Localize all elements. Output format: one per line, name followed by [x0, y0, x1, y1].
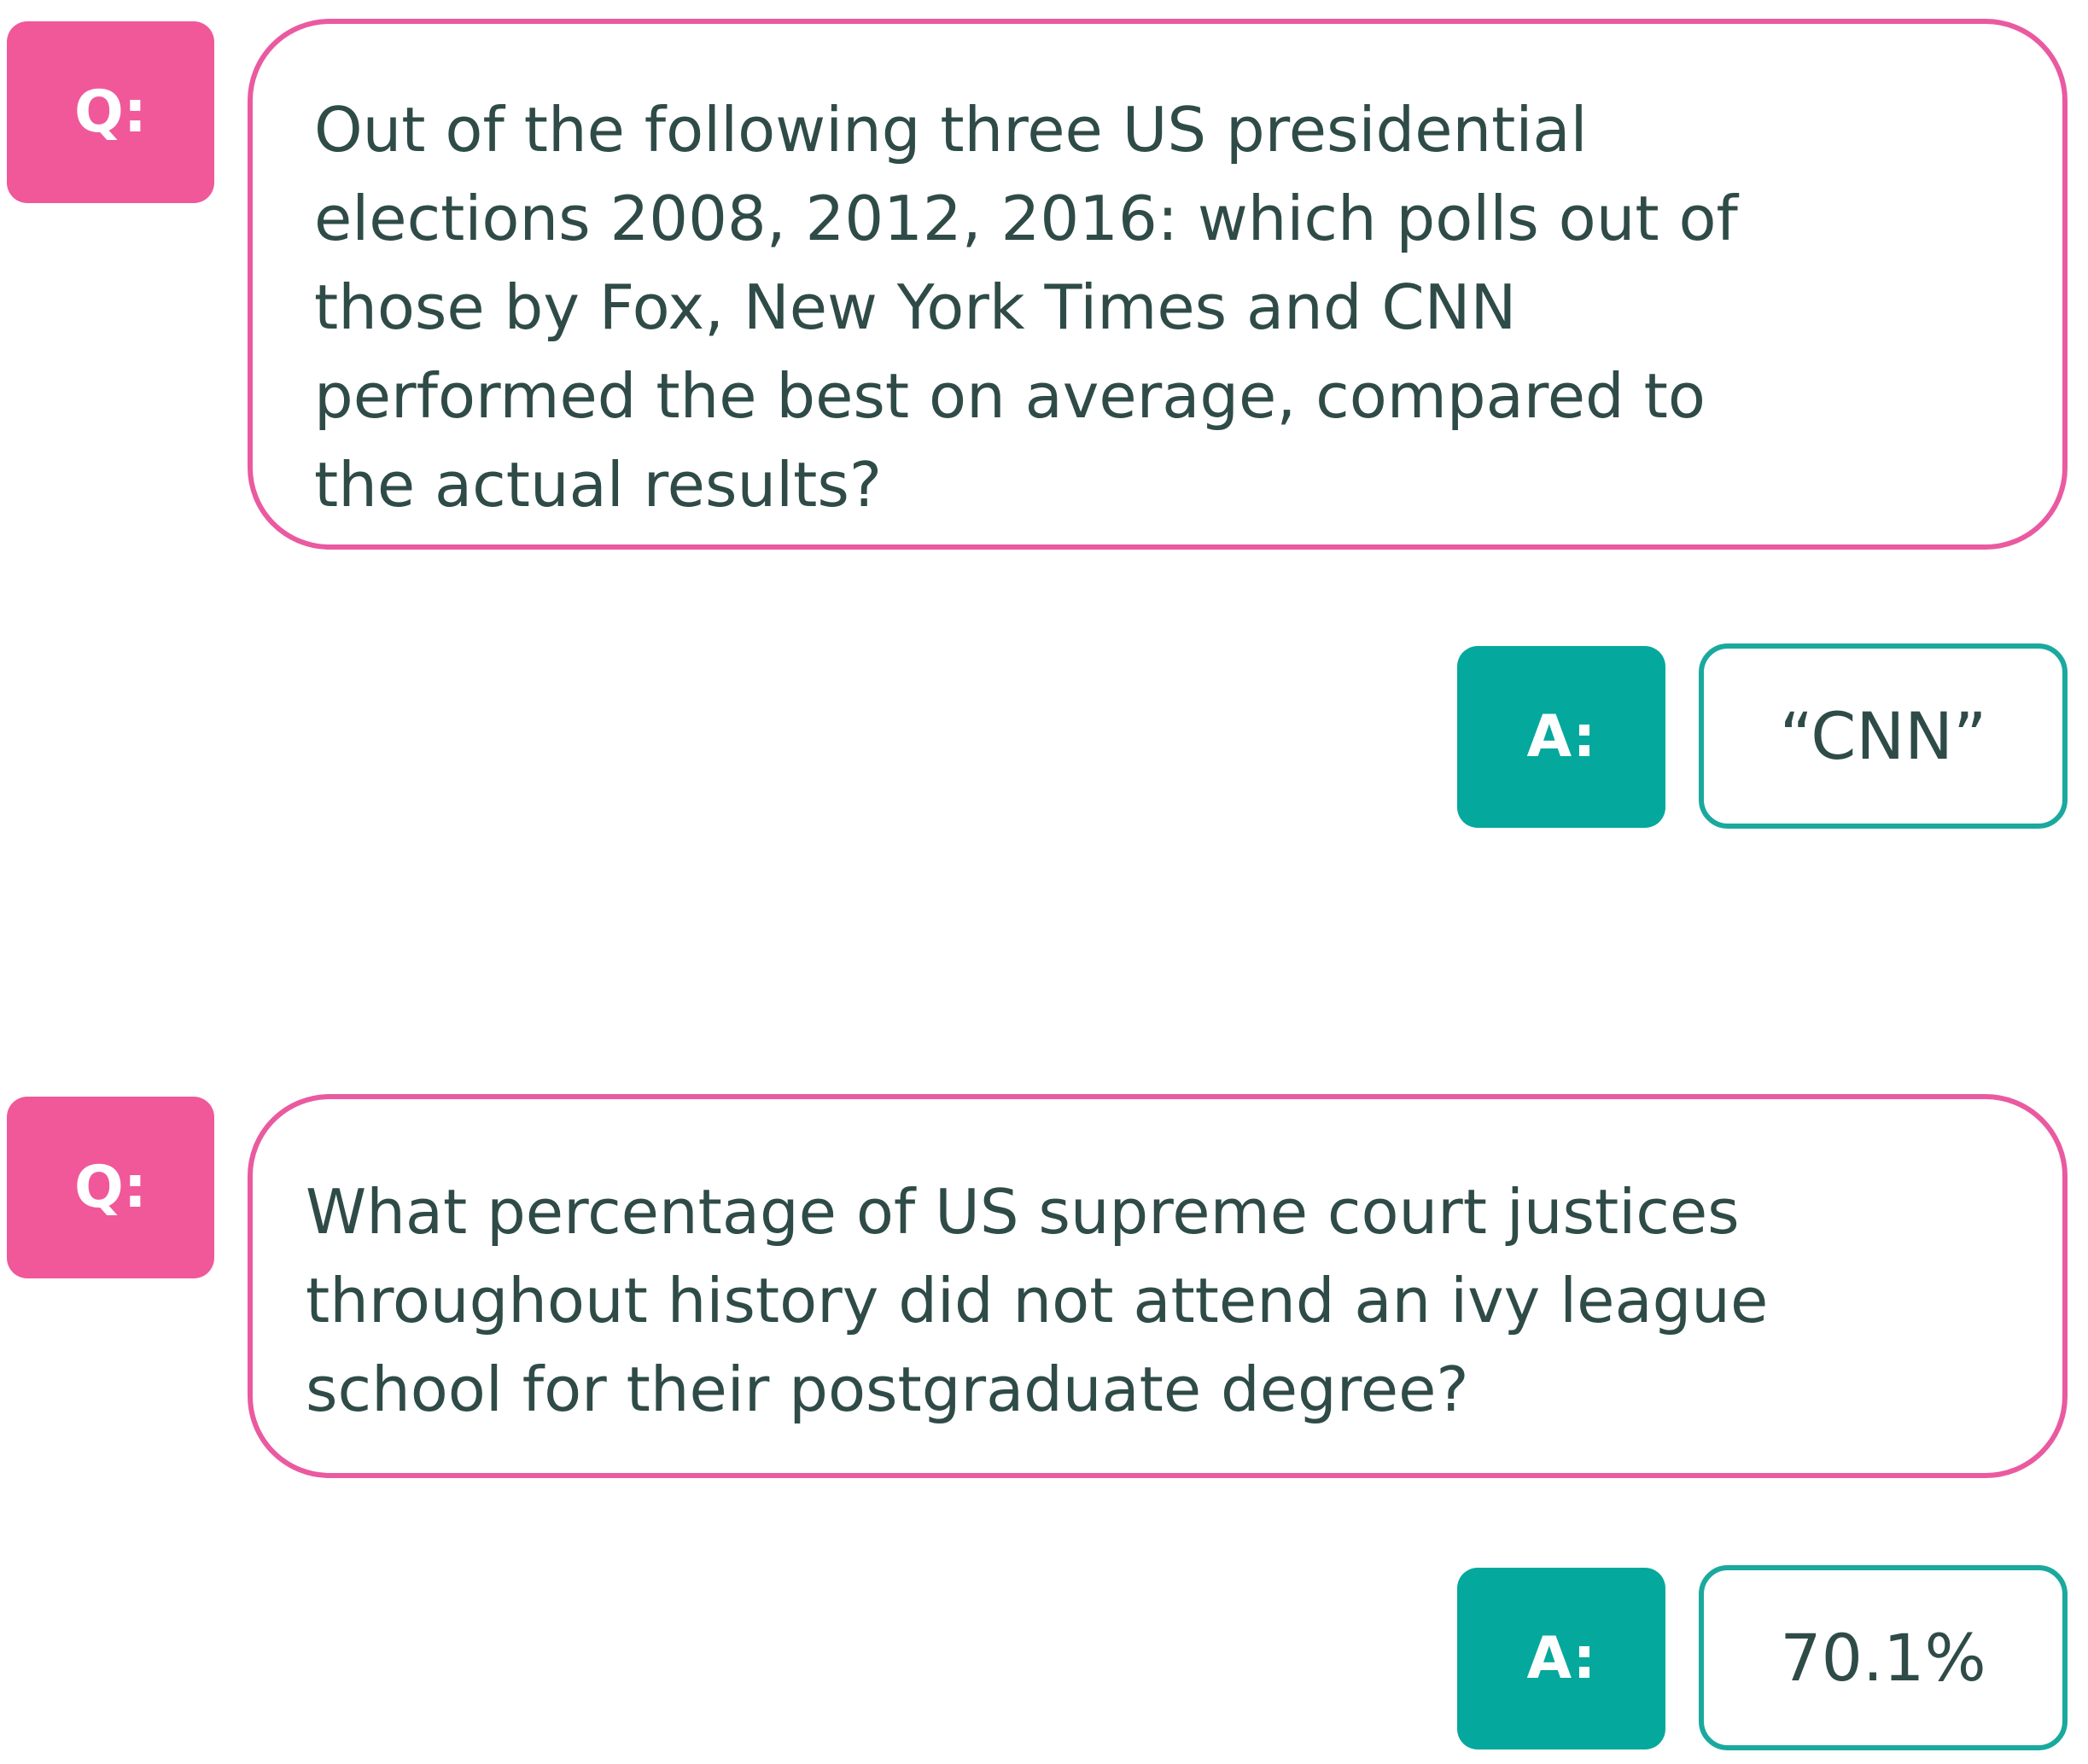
answer-text-1: “CNN”: [1779, 697, 1987, 774]
question-line: those by Fox, New York Times and CNN: [314, 271, 1517, 343]
answer-tag-2: A:: [1457, 1568, 1665, 1749]
answer-bubble-2: 70.1%: [1699, 1565, 2068, 1750]
question-line: Out of the following three US presidenti…: [314, 94, 1588, 166]
answer-text-2: 70.1%: [1780, 1619, 1986, 1696]
answer-tag-label: A:: [1526, 1625, 1596, 1692]
question-line: elections 2008, 2012, 2016: which polls …: [314, 183, 1738, 254]
question-tag-label: Q:: [74, 1154, 147, 1221]
question-bubble-2: What percentage of US supreme court just…: [248, 1094, 2068, 1478]
question-line: What percentage of US supreme court just…: [306, 1176, 1740, 1248]
question-text-1: Out of the following three US presidenti…: [314, 85, 1738, 529]
question-bubble-1: Out of the following three US presidenti…: [248, 19, 2068, 550]
answer-tag-label: A:: [1526, 703, 1596, 771]
question-line: school for their postgraduate degree?: [306, 1354, 1469, 1425]
answer-tag-1: A:: [1457, 646, 1665, 828]
question-line: performed the best on average, compared …: [314, 360, 1706, 432]
question-tag-1: Q:: [7, 21, 214, 203]
question-tag-2: Q:: [7, 1097, 214, 1278]
question-line: the actual results?: [314, 449, 883, 521]
question-line: throughout history did not attend an ivy…: [306, 1265, 1769, 1336]
answer-bubble-1: “CNN”: [1699, 643, 2068, 829]
question-tag-label: Q:: [74, 79, 147, 146]
question-text-2: What percentage of US supreme court just…: [306, 1167, 1768, 1434]
